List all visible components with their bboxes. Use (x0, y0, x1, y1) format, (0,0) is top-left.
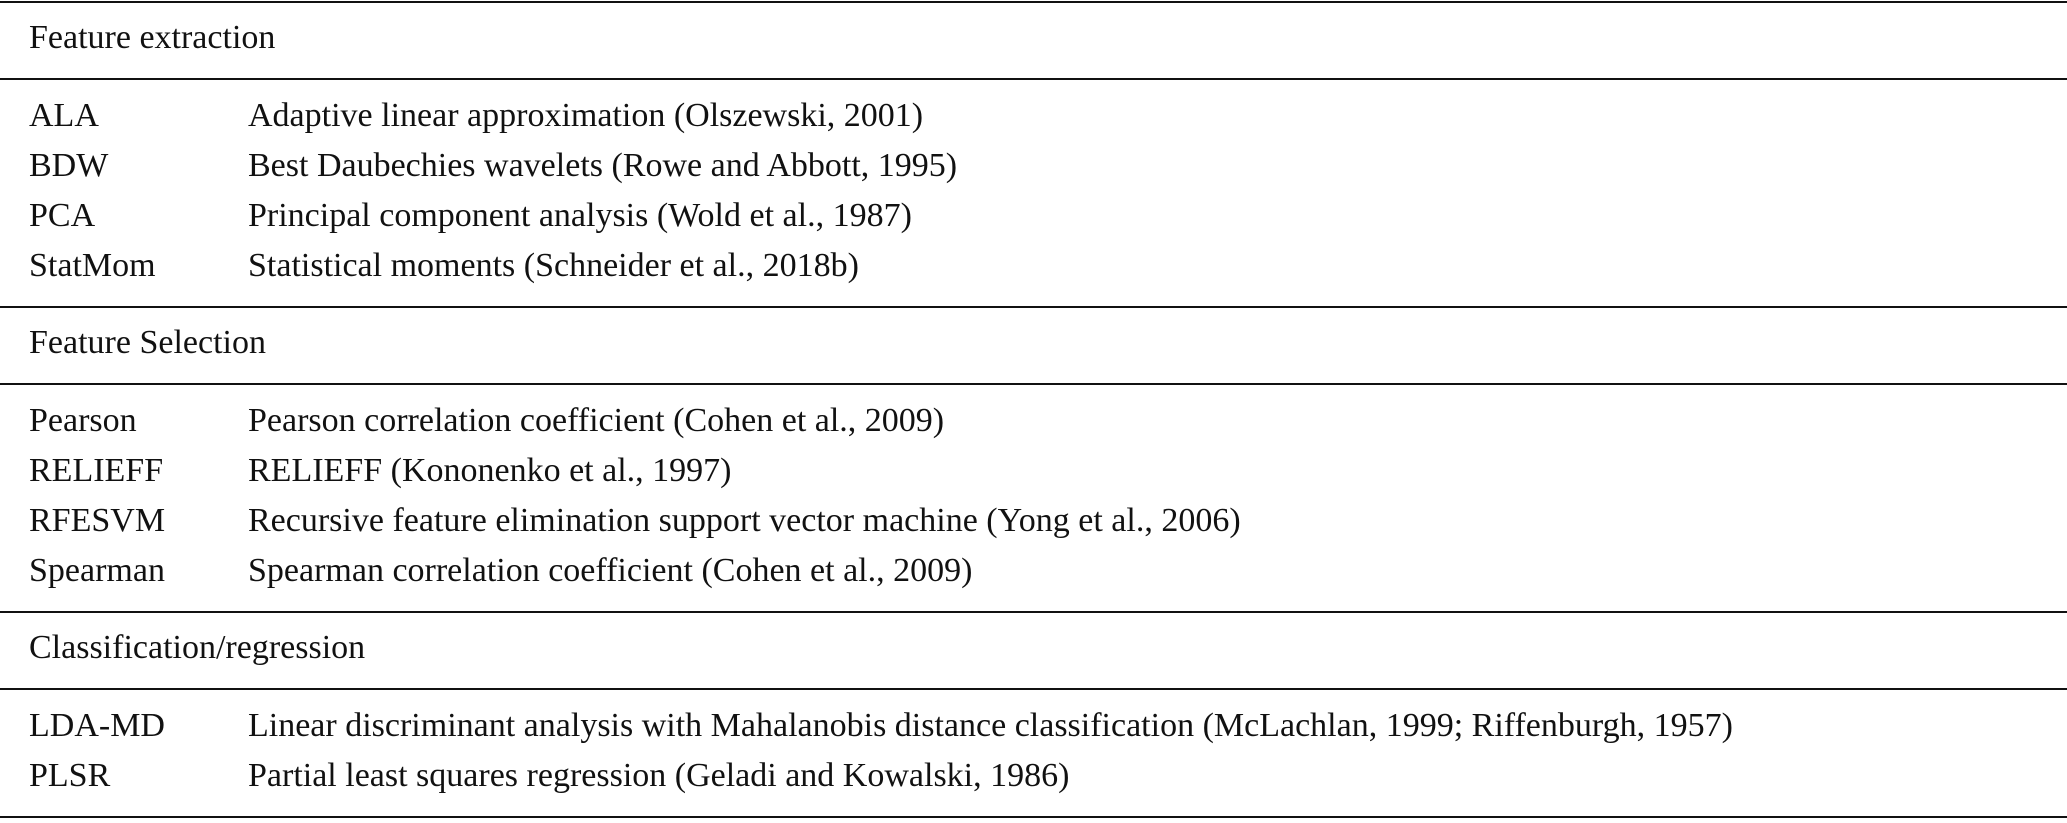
description: Best Daubechies wavelets (Rowe and Abbot… (248, 147, 957, 184)
description: RELIEFF (Kononenko et al., 1997) (248, 452, 732, 489)
description: Linear discriminant analysis with Mahala… (248, 707, 1733, 744)
description: Partial least squares regression (Geladi… (248, 757, 1069, 794)
description: Statistical moments (Schneider et al., 2… (248, 247, 859, 284)
abbreviation: RFESVM (29, 502, 165, 539)
abbreviation: Spearman (29, 552, 165, 589)
abbreviation: Pearson (29, 402, 137, 439)
description: Principal component analysis (Wold et al… (248, 197, 912, 234)
description: Adaptive linear approximation (Olszewski… (248, 97, 923, 134)
abbreviation: PLSR (29, 757, 111, 794)
section-title: Feature Selection (29, 324, 266, 361)
section-title: Feature extraction (29, 19, 275, 56)
section-title: Classification/regression (29, 629, 365, 666)
abbreviation: PCA (29, 197, 96, 234)
abbreviation: StatMom (29, 247, 156, 284)
abbreviation: LDA-MD (29, 707, 165, 744)
description: Recursive feature elimination support ve… (248, 502, 1241, 539)
abbreviation: BDW (29, 147, 109, 184)
abbreviation: ALA (29, 97, 99, 134)
description: Pearson correlation coefficient (Cohen e… (248, 402, 944, 439)
abbreviation: RELIEFF (29, 452, 163, 489)
description: Spearman correlation coefficient (Cohen … (248, 552, 972, 589)
